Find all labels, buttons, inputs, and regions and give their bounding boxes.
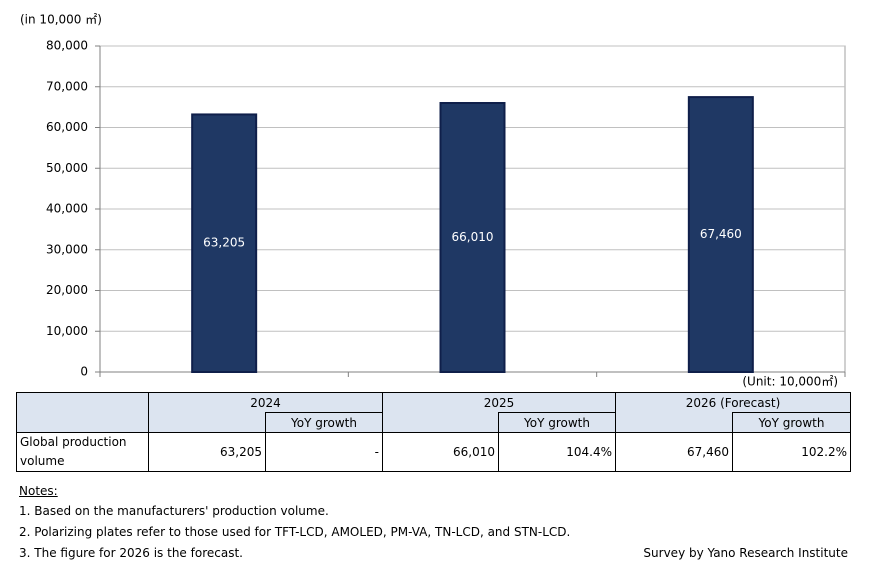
year-header: 2025 (382, 392, 616, 413)
corner-cell (16, 392, 149, 433)
yoy-header: YoY growth (732, 412, 851, 433)
year-header: 2026 (Forecast) (615, 392, 851, 413)
unit-note: (Unit: 10,000㎡) (742, 375, 838, 389)
y-tick-label: 40,000 (46, 202, 88, 216)
year-header: 2024 (148, 392, 383, 413)
blank-cell (615, 412, 733, 433)
y-tick-label: 30,000 (46, 242, 88, 256)
data-table: 2024 2025 2026 (Forecast) YoY growth YoY… (16, 392, 851, 472)
chart: (in 10,000 ㎡) (Unit: 10,000㎡) 0 10,000 20,… (20, 13, 846, 389)
notes-title: Notes: (19, 484, 58, 498)
note: 2. Polarizing plates refer to those used… (19, 525, 571, 539)
cell: 63,205 (148, 432, 266, 472)
note: 1. Based on the manufacturers' productio… (19, 504, 329, 518)
blank-cell (382, 412, 499, 433)
cell: 102.2% (732, 432, 851, 472)
bar (687, 96, 754, 374)
y-axis-label: (in 10,000 ㎡) (20, 13, 102, 27)
value-label: 66,010 (452, 230, 494, 244)
value-label: 67,460 (700, 227, 742, 241)
y-tick-label: 60,000 (46, 120, 88, 134)
note: 3. The figure for 2026 is the forecast. (19, 546, 243, 560)
y-tick-label: 10,000 (46, 324, 88, 338)
blank-cell (148, 412, 266, 433)
y-tick-label: 50,000 (46, 161, 88, 175)
bar (191, 113, 258, 373)
y-tick-label: 0 (80, 365, 88, 379)
value-label: 63,205 (203, 236, 245, 250)
cell: 66,010 (382, 432, 499, 472)
y-tick-label: 20,000 (46, 283, 88, 297)
source: Survey by Yano Research Institute (643, 546, 848, 560)
cell: 104.4% (498, 432, 616, 472)
yoy-header: YoY growth (498, 412, 616, 433)
bar (439, 102, 506, 373)
row-label: Global production volume (16, 432, 149, 472)
yoy-header: YoY growth (265, 412, 383, 433)
cell: 67,460 (615, 432, 733, 472)
cell: - (265, 432, 383, 472)
y-tick-label: 80,000 (46, 39, 88, 53)
y-tick-label: 70,000 (46, 79, 88, 93)
